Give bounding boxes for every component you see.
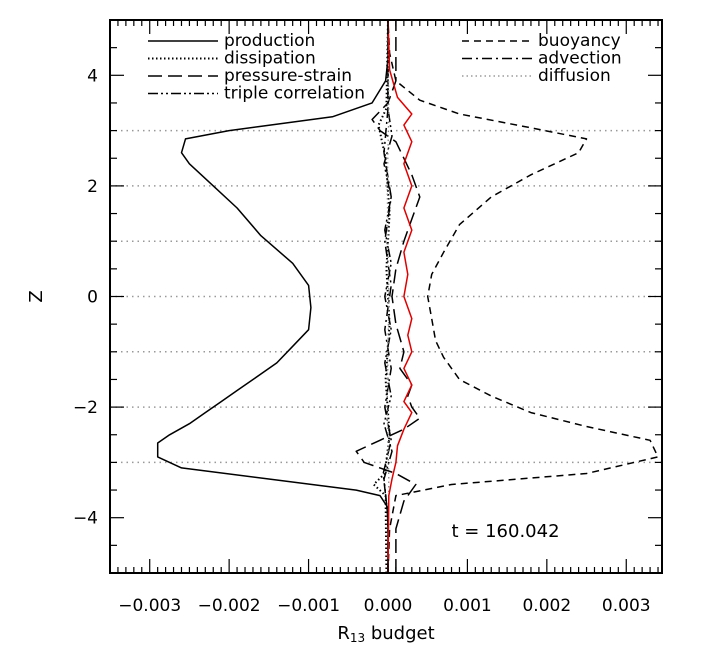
- x-tick-label: −0.001: [277, 596, 340, 616]
- y-tick-label: 2: [87, 177, 98, 197]
- series-line-advection: [382, 20, 392, 573]
- legend-label: pressure-strain: [224, 66, 352, 86]
- time-annotation: t = 160.042: [452, 521, 560, 542]
- series-line-pressure-strain: [355, 20, 421, 573]
- x-tick-label: −0.003: [118, 596, 181, 616]
- y-axis-label: Z: [26, 290, 47, 302]
- series-line-red-profile: [387, 19, 413, 574]
- y-tick-label: −4: [73, 509, 98, 529]
- x-tick-label: 0.002: [522, 596, 571, 616]
- x-tick-label: 0.000: [364, 596, 413, 616]
- x-tick-label: −0.002: [198, 596, 261, 616]
- series-line-diffusion: [386, 19, 390, 574]
- legend-label: triple correlation: [224, 84, 365, 104]
- legend-label: production: [224, 31, 315, 51]
- legend: productiondissipationpressure-straintrip…: [148, 31, 622, 104]
- series-line-buoyancy: [387, 19, 659, 574]
- y-tick-label: −2: [73, 398, 98, 418]
- legend-label: dissipation: [224, 49, 316, 69]
- x-axis-label: R13 budget: [337, 623, 434, 645]
- series-layer: [156, 19, 659, 574]
- legend-label: diffusion: [538, 66, 611, 86]
- x-axis-label-main: R: [337, 623, 350, 644]
- tick-layer: −0.003 −0.002 −0.001 0.000 0.001 0.002 0.003 −4…: [73, 19, 662, 616]
- x-axis-label-subscript: 13: [350, 631, 365, 645]
- x-tick-label: 0.001: [443, 596, 492, 616]
- x-tick-label: 0.003: [602, 596, 651, 616]
- y-tick-label: 0: [87, 288, 98, 308]
- y-tick-label: 4: [87, 66, 98, 86]
- legend-label: buoyancy: [538, 31, 621, 51]
- legend-label: advection: [538, 49, 622, 69]
- series-line-production: [156, 20, 389, 573]
- x-axis-label-suffix: budget: [365, 623, 435, 644]
